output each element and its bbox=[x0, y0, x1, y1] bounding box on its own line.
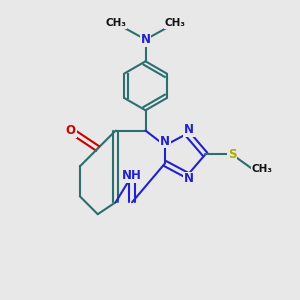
Text: N: N bbox=[140, 33, 151, 46]
Text: N: N bbox=[160, 134, 170, 148]
Text: NH: NH bbox=[122, 169, 142, 182]
Text: N: N bbox=[184, 124, 194, 136]
Text: N: N bbox=[184, 172, 194, 185]
Text: CH₃: CH₃ bbox=[251, 164, 272, 174]
Text: CH₃: CH₃ bbox=[165, 18, 186, 28]
Text: CH₃: CH₃ bbox=[105, 18, 126, 28]
Text: S: S bbox=[228, 148, 236, 161]
Text: O: O bbox=[66, 124, 76, 137]
